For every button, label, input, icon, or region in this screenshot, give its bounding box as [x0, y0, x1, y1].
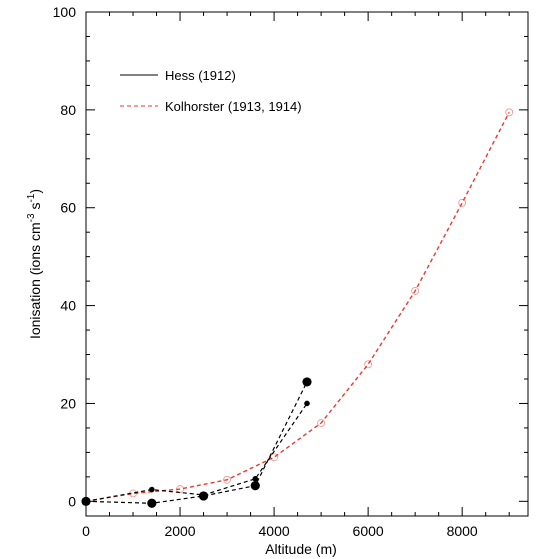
kolhorster-data-point	[505, 108, 514, 117]
legend: Hess (1912) Kolhorster (1913, 1914)	[120, 68, 302, 114]
y-tick-label: 80	[60, 102, 76, 118]
y-tick-label: 60	[60, 200, 76, 216]
plot-frame	[85, 11, 529, 517]
x-tick-label: 8000	[447, 523, 478, 539]
y-tick-label: 0	[68, 493, 76, 509]
kolhorster-series-line	[85, 111, 510, 503]
hess-data-point	[200, 492, 207, 498]
x-tick-label: 0	[82, 523, 90, 539]
hess-series-line-1	[85, 381, 308, 504]
y-axis-label: Ionisation (ions cm-3 s-1)	[26, 189, 43, 339]
legend-label-kolhorster: Kolhorster (1913, 1914)	[165, 99, 302, 114]
axis-ticks: 0 2000 4000 6000 8000 0 20 40 60 80 100	[53, 4, 528, 539]
hess-data-point	[83, 498, 89, 505]
kolhorster-data-point	[223, 475, 231, 484]
legend-label-hess: Hess (1912)	[165, 68, 236, 83]
kolhorster-data-point	[317, 419, 326, 427]
hess-data-point	[149, 486, 155, 493]
hess-data-point	[304, 400, 310, 407]
kolhorster-data-point	[458, 198, 467, 207]
y-axis-label-prefix: Ionisation (ions cm	[27, 222, 43, 339]
kolhorster-data-point	[270, 453, 278, 462]
x-tick-label: 4000	[259, 523, 290, 539]
y-tick-label: 100	[53, 4, 77, 20]
kolhorster-data-point	[411, 287, 420, 295]
x-axis-label: Altitude (m)	[265, 541, 337, 557]
y-tick-label: 40	[60, 298, 76, 314]
kolhorster-data-point	[364, 360, 373, 369]
y-axis-label-suffix: )	[27, 189, 43, 194]
hess-data-point	[147, 498, 157, 508]
hess-data-point	[252, 476, 259, 482]
hess-data-point	[302, 377, 312, 387]
series-layer	[81, 108, 514, 508]
x-tick-label: 2000	[164, 523, 195, 539]
hess-series-line-2	[85, 403, 308, 502]
y-axis-label-sup1: -3	[26, 213, 37, 222]
x-tick-label: 6000	[353, 523, 384, 539]
y-axis-label-sup2: -1	[26, 193, 37, 202]
y-tick-label: 20	[60, 395, 76, 411]
y-axis-label-mid: s	[27, 203, 43, 214]
kolhorster-data-point	[176, 485, 184, 493]
hess-data-point	[250, 481, 260, 491]
